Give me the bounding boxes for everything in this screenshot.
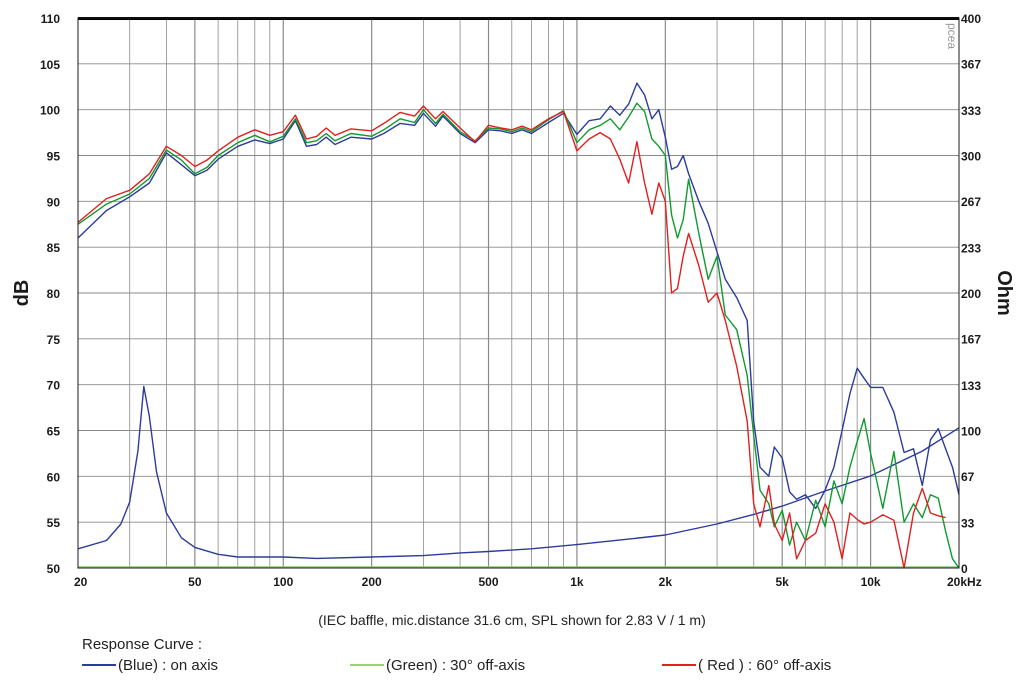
y-tick-label-left: 105: [40, 58, 60, 72]
series-line-green: [77, 102, 960, 569]
legend-title: Response Curve :: [82, 636, 203, 653]
y-axis-label-left: dB: [11, 280, 33, 307]
x-tick-label: 1k: [570, 575, 584, 589]
legend-item-green: (Green) : 30° off-axis: [350, 657, 525, 674]
watermark: pcea: [945, 23, 959, 49]
axis-ticks: 20 50 100 200 500 1k 2k 5k 10k 20kHz 50 55 60 65 70 75 8…: [40, 12, 982, 589]
legend-label-red: ( Red ) : 60° off-axis: [698, 657, 832, 674]
y-tick-label-left: 90: [47, 195, 61, 209]
legend-item-blue: (Blue) : on axis: [82, 657, 218, 674]
legend-swatch-red: [662, 664, 696, 667]
y-tick-label-right: 0: [961, 562, 968, 576]
y-tick-label-right: 33: [961, 517, 975, 531]
legend-swatch-blue: [82, 664, 116, 667]
y-tick-label-right: 100: [961, 425, 981, 439]
y-tick-label-left: 80: [47, 287, 61, 301]
y-tick-label-left: 110: [41, 12, 61, 26]
series-line-red: [77, 105, 946, 569]
legend-swatch-green: [350, 664, 384, 667]
y-tick-label-right: 167: [961, 332, 981, 346]
x-tick-label: 10k: [861, 575, 881, 589]
y-tick-label-right: 300: [961, 150, 981, 164]
series-line-impedance: [77, 385, 960, 560]
chart-caption: (IEC baffle, mic.distance 31.6 cm, SPL s…: [318, 612, 706, 628]
series: [77, 82, 960, 569]
y-tick-label-left: 55: [47, 516, 61, 530]
y-tick-label-left: 65: [47, 425, 61, 439]
frequency-response-chart: 20 50 100 200 500 1k 2k 5k 10k 20kHz 50 55 60 65 70 75 8…: [11, 12, 1015, 589]
y-tick-label-left: 95: [47, 150, 61, 164]
x-tick-label: 5k: [776, 575, 790, 589]
x-tick-label: 50: [188, 575, 202, 589]
y-tick-label-left: 60: [47, 470, 61, 484]
y-tick-label-right: 233: [961, 242, 981, 256]
x-tick-label: 200: [362, 575, 382, 589]
legend-item-red: ( Red ) : 60° off-axis: [662, 657, 831, 674]
legend-label-green: (Green) : 30° off-axis: [386, 657, 526, 674]
x-tick-label: 20: [74, 575, 88, 589]
y-tick-label-left: 85: [47, 241, 61, 255]
x-tick-label: 500: [479, 575, 499, 589]
x-tick-label: 2k: [659, 575, 673, 589]
y-tick-label-right: 200: [961, 287, 981, 301]
x-tick-label: 20kHz: [947, 575, 982, 589]
y-tick-label-right: 367: [961, 57, 981, 71]
y-axis-label-right: Ohm: [993, 270, 1015, 316]
plot-frame: [77, 17, 960, 569]
y-tick-label-right: 267: [961, 195, 981, 209]
legend-label-blue: (Blue) : on axis: [118, 657, 219, 674]
y-tick-label-right: 133: [961, 379, 981, 393]
y-tick-label-left: 100: [40, 104, 60, 118]
y-tick-label-right: 333: [961, 104, 981, 118]
y-tick-label-left: 70: [47, 379, 61, 393]
series-line-blue: [77, 82, 960, 510]
x-tick-label: 100: [273, 575, 293, 589]
y-tick-label-left: 50: [47, 562, 61, 576]
y-tick-label-right: 400: [961, 12, 981, 26]
y-tick-label-left: 75: [47, 333, 61, 347]
y-tick-label-right: 67: [961, 470, 975, 484]
